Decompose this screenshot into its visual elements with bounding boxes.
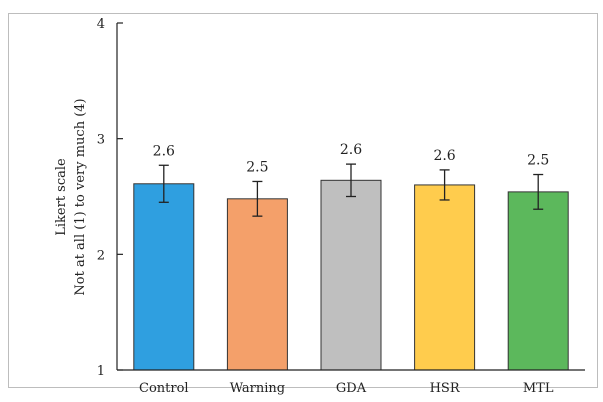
category-label-warning: Warning bbox=[230, 381, 285, 396]
y-tick-label: 4 bbox=[97, 17, 105, 32]
y-tick-label: 1 bbox=[97, 364, 105, 379]
category-label-hsr: HSR bbox=[430, 381, 461, 396]
y-axis-title: Likert scale Not at all (1) to very much… bbox=[54, 98, 88, 295]
bars bbox=[133, 179, 569, 371]
error-bar-gda bbox=[346, 163, 356, 198]
bar-mtl bbox=[507, 191, 569, 371]
category-label-mtl: MTL bbox=[523, 381, 554, 396]
error-bar-mtl bbox=[533, 173, 544, 210]
error-bars bbox=[158, 163, 544, 217]
bar-hsr bbox=[414, 184, 476, 371]
data-labels: 2.6 2.5 2.6 2.6 2.5 bbox=[153, 142, 550, 175]
category-label-control: Control bbox=[139, 381, 189, 396]
category-label-gda: GDA bbox=[336, 381, 367, 396]
data-label-warning: 2.5 bbox=[246, 159, 268, 175]
bar-control bbox=[133, 183, 195, 371]
bar-warning bbox=[226, 198, 288, 371]
error-bar-hsr bbox=[439, 169, 450, 201]
error-bar-warning bbox=[252, 180, 263, 217]
data-label-hsr: 2.6 bbox=[433, 148, 455, 164]
bar-gda bbox=[320, 179, 382, 371]
x-axis: Control Warning GDA HSR MTL bbox=[117, 369, 585, 396]
error-bar-control bbox=[158, 164, 169, 203]
data-label-mtl: 2.5 bbox=[527, 153, 549, 169]
data-label-control: 2.6 bbox=[153, 143, 175, 159]
y-axis: 1 2 3 4 bbox=[97, 17, 123, 379]
data-label-gda: 2.6 bbox=[340, 142, 362, 158]
chart-frame bbox=[8, 13, 598, 388]
y-axis-title-line2: Not at all (1) to very much (4) bbox=[73, 98, 88, 295]
y-tick-label: 2 bbox=[97, 248, 105, 263]
y-axis-title-line1: Likert scale bbox=[54, 158, 69, 236]
y-tick-label: 3 bbox=[97, 133, 105, 148]
